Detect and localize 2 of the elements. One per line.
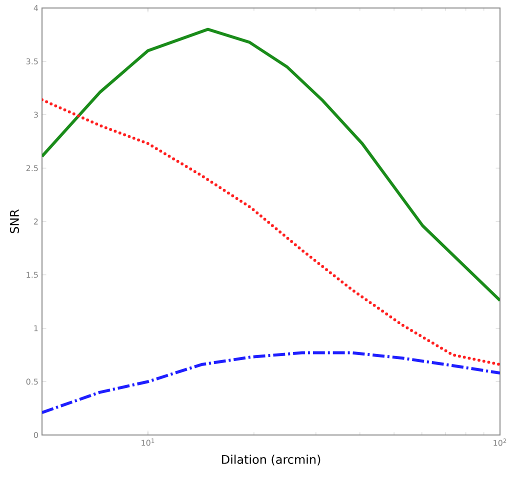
y-axis-title: SNR — [10, 209, 19, 234]
x-axis-title: Dilation (arcmin) — [222, 454, 320, 466]
